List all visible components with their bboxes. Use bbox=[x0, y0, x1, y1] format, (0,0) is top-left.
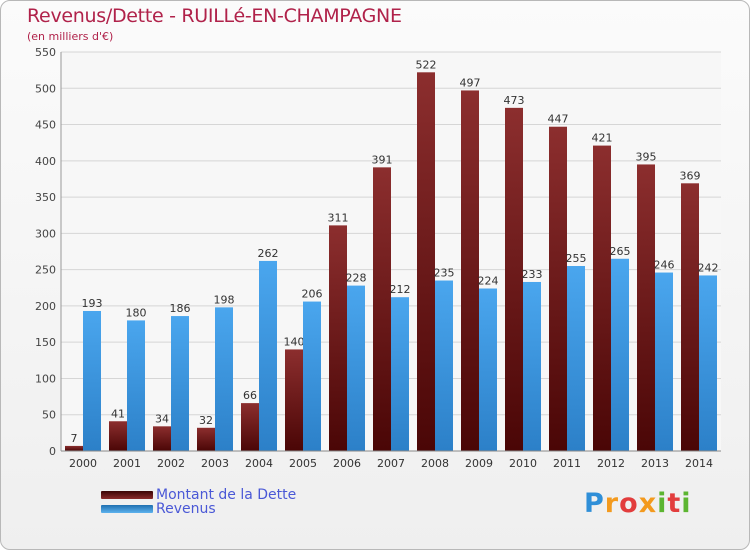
x-tick-label: 2008 bbox=[421, 457, 449, 470]
value-label-revenus: 224 bbox=[478, 274, 499, 287]
y-tick-label: 150 bbox=[35, 336, 56, 349]
y-tick-label: 50 bbox=[42, 409, 56, 422]
bar-revenus bbox=[523, 281, 541, 451]
bar-dette bbox=[241, 403, 259, 451]
bar-revenus bbox=[479, 288, 497, 451]
x-tick-label: 2014 bbox=[685, 457, 713, 470]
bar-dette bbox=[549, 126, 567, 452]
value-label-dette: 473 bbox=[504, 94, 525, 107]
y-tick-label: 0 bbox=[49, 445, 56, 458]
legend-label-dette: Montant de la Dette bbox=[156, 487, 297, 503]
bar-dette bbox=[373, 167, 391, 451]
y-tick-label: 100 bbox=[35, 372, 56, 385]
bar-dette bbox=[461, 90, 479, 451]
value-label-revenus: 228 bbox=[346, 272, 367, 285]
bar-revenus bbox=[611, 258, 629, 451]
value-label-revenus: 206 bbox=[302, 288, 323, 301]
value-label-revenus: 235 bbox=[434, 267, 455, 280]
y-tick-label: 400 bbox=[35, 155, 56, 168]
value-label-revenus: 265 bbox=[610, 245, 631, 258]
proxiti-logo: Proxiti bbox=[584, 488, 692, 519]
x-tick-label: 2009 bbox=[465, 457, 493, 470]
bar-dette bbox=[285, 349, 303, 451]
x-tick-label: 2011 bbox=[553, 457, 581, 470]
bar-dette bbox=[197, 427, 215, 451]
bar-revenus bbox=[215, 307, 233, 451]
bar-dette bbox=[65, 445, 83, 451]
value-label-dette: 32 bbox=[199, 414, 213, 427]
value-label-revenus: 180 bbox=[126, 306, 147, 319]
y-tick-label: 550 bbox=[35, 46, 56, 59]
value-label-dette: 66 bbox=[243, 389, 257, 402]
legend-item-revenus: Revenus bbox=[101, 501, 216, 517]
y-tick-label: 250 bbox=[35, 264, 56, 277]
value-label-dette: 447 bbox=[548, 113, 569, 126]
value-label-revenus: 262 bbox=[258, 247, 279, 260]
value-label-dette: 391 bbox=[372, 153, 393, 166]
bar-revenus bbox=[303, 301, 321, 451]
value-label-revenus: 198 bbox=[214, 293, 235, 306]
bar-revenus bbox=[699, 275, 717, 451]
y-tick-label: 350 bbox=[35, 191, 56, 204]
x-tick-label: 2001 bbox=[113, 457, 141, 470]
y-tick-label: 450 bbox=[35, 119, 56, 132]
value-label-dette: 311 bbox=[328, 211, 349, 224]
bar-dette bbox=[153, 426, 171, 451]
bar-dette bbox=[417, 72, 435, 451]
x-tick-label: 2012 bbox=[597, 457, 625, 470]
value-label-dette: 34 bbox=[155, 412, 169, 425]
bar-revenus bbox=[83, 310, 101, 451]
value-label-dette: 522 bbox=[416, 58, 437, 71]
bar-revenus bbox=[347, 285, 365, 451]
bar-revenus bbox=[391, 297, 409, 451]
legend-label-revenus: Revenus bbox=[156, 501, 216, 517]
value-label-revenus: 246 bbox=[654, 259, 675, 272]
x-tick-label: 2006 bbox=[333, 457, 361, 470]
bar-dette bbox=[329, 225, 347, 451]
bar-revenus bbox=[435, 280, 453, 451]
chart-title: Revenus/Dette - RUILLé-EN-CHAMPAGNE bbox=[27, 5, 402, 27]
value-label-revenus: 212 bbox=[390, 283, 411, 296]
chart-subtitle: (en milliers d'€) bbox=[27, 30, 114, 43]
y-tick-label: 300 bbox=[35, 227, 56, 240]
value-label-dette: 140 bbox=[284, 335, 305, 348]
value-label-dette: 41 bbox=[111, 407, 125, 420]
x-tick-label: 2004 bbox=[245, 457, 273, 470]
x-tick-label: 2007 bbox=[377, 457, 405, 470]
value-label-revenus: 193 bbox=[82, 297, 103, 310]
value-label-revenus: 255 bbox=[566, 252, 587, 265]
value-label-dette: 421 bbox=[592, 132, 613, 145]
legend-swatch-dette bbox=[101, 491, 153, 499]
bar-revenus bbox=[127, 320, 145, 451]
bar-dette bbox=[505, 107, 523, 452]
bar-revenus bbox=[567, 266, 585, 451]
value-label-dette: 395 bbox=[636, 150, 657, 163]
value-label-dette: 7 bbox=[71, 432, 78, 445]
bar-dette bbox=[637, 164, 655, 452]
x-tick-label: 2010 bbox=[509, 457, 537, 470]
value-label-revenus: 233 bbox=[522, 268, 543, 281]
bar-dette bbox=[593, 145, 611, 452]
legend-swatch-revenus bbox=[101, 505, 153, 513]
bar-revenus bbox=[655, 272, 673, 451]
value-label-revenus: 242 bbox=[698, 261, 719, 274]
x-tick-label: 2002 bbox=[157, 457, 185, 470]
x-tick-label: 2005 bbox=[289, 457, 317, 470]
x-tick-label: 2013 bbox=[641, 457, 669, 470]
bar-dette bbox=[109, 421, 127, 451]
legend-item-dette: Montant de la Dette bbox=[101, 487, 297, 503]
value-label-dette: 497 bbox=[460, 76, 481, 89]
bar-revenus bbox=[171, 316, 189, 451]
y-tick-label: 200 bbox=[35, 300, 56, 313]
bar-dette bbox=[681, 183, 699, 452]
value-label-dette: 369 bbox=[680, 169, 701, 182]
x-tick-label: 2003 bbox=[201, 457, 229, 470]
y-tick-label: 500 bbox=[35, 82, 56, 95]
bar-revenus bbox=[259, 260, 277, 451]
x-tick-label: 2000 bbox=[69, 457, 97, 470]
value-label-revenus: 186 bbox=[170, 302, 191, 315]
